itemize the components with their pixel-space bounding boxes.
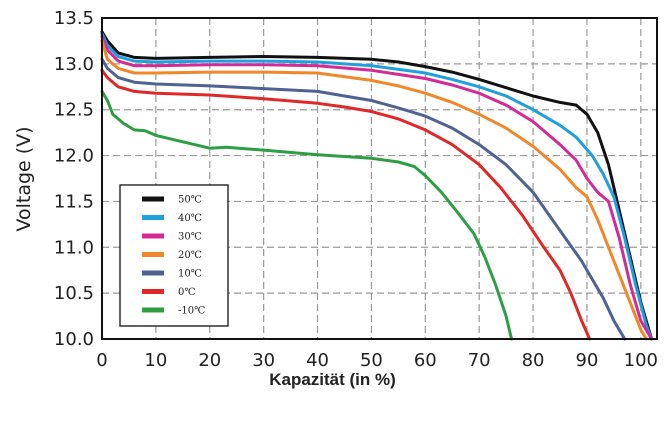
y-axis-label: Voltage (V): [13, 126, 35, 231]
y-tick-label: 10.0: [54, 329, 94, 350]
series-line-1: [100, 32, 654, 341]
legend-label: 30℃: [178, 232, 202, 243]
legend-label: 0℃: [178, 287, 196, 298]
x-tick-label: 100: [624, 350, 658, 371]
y-tick-label: 13.0: [54, 54, 94, 75]
legend: 50℃ 40℃ 30℃ 20℃ 10℃ 0℃ -10℃: [119, 184, 229, 327]
y-tick-label: 13.5: [54, 8, 94, 29]
x-tick-labels: 0 10 20 30 40 50 60 70 80 90 100: [96, 350, 658, 371]
legend-label: 40℃: [178, 213, 202, 224]
plot-border: [101, 17, 658, 340]
x-tick-label: 50: [360, 350, 383, 371]
x-tick-label: 70: [468, 350, 491, 371]
y-tick-label: 12.5: [54, 100, 94, 121]
x-tick-label: 10: [144, 350, 167, 371]
plot-frame: [101, 17, 658, 340]
y-tick-label: 12.0: [54, 146, 94, 167]
x-tick-label: 20: [198, 350, 221, 371]
series-line-5: [100, 68, 592, 341]
series-line-0: [100, 30, 654, 341]
series-line-3: [100, 39, 648, 341]
y-tick-label: 11.5: [54, 191, 94, 212]
series-line-6: [100, 89, 513, 341]
x-axis-label: Kapazität (in %): [269, 370, 396, 389]
x-tick-label: 60: [414, 350, 437, 371]
x-tick-label: 90: [575, 350, 598, 371]
y-tick-label: 11.0: [54, 237, 94, 258]
x-tick-label: 80: [522, 350, 545, 371]
y-tick-labels: 10.0 10.5 11.0 11.5 12.0 12.5 13.0 13.5: [54, 8, 94, 350]
x-tick-label: 0: [96, 350, 107, 371]
series-line-4: [100, 57, 627, 341]
series-lines: [100, 30, 654, 341]
y-tick-label: 10.5: [54, 283, 94, 304]
legend-label: -10℃: [178, 306, 205, 317]
x-tick-label: 40: [306, 350, 329, 371]
x-tick-label: 30: [252, 350, 275, 371]
legend-label: 10℃: [178, 269, 202, 280]
legend-label: 50℃: [178, 195, 202, 206]
series-line-2: [100, 34, 654, 341]
legend-box: [119, 184, 229, 327]
legend-label: 20℃: [178, 250, 202, 261]
